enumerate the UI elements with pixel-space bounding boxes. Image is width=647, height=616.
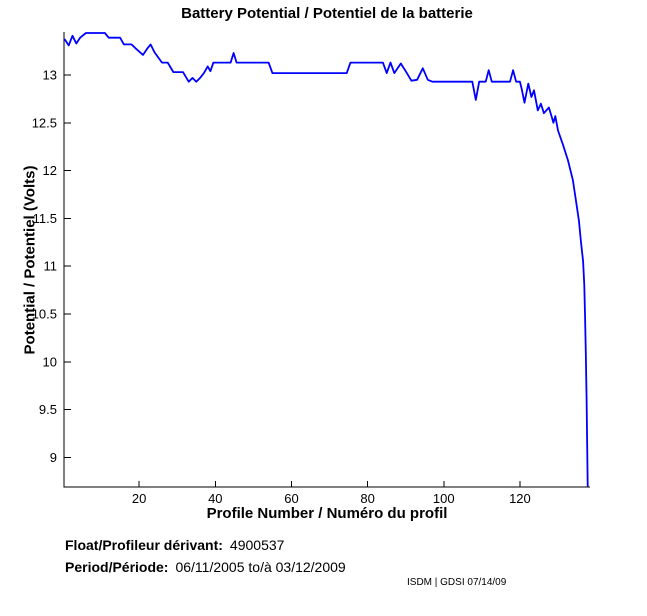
y-tick-label: 10.5 [32,306,57,321]
y-tick-label: 11 [44,259,58,274]
x-tick-label: 80 [360,491,374,506]
float-value: 4900537 [229,537,285,553]
period-value: 06/11/2005 to/à 03/12/2009 [175,559,346,575]
y-tick-label: 11.5 [33,211,57,226]
period-annotation: Period/Période: 06/11/2005 to/à 03/12/200… [65,559,346,575]
period-label: Period/Période: [65,559,169,575]
x-tick-label: 20 [132,491,146,506]
y-tick-label: 12.5 [32,115,57,130]
y-tick-label: 12 [43,163,57,178]
chart-title: Battery Potential / Potentiel de la batt… [181,5,473,22]
axis-lines [63,32,590,488]
y-tick-label: 9 [50,450,57,465]
y-tick-label: 13 [43,68,57,83]
x-axis-label: Profile Number / Numéro du profil [206,505,448,522]
float-label: Float/Profileur dérivant: [65,537,223,553]
x-tick-label: 60 [284,491,298,506]
x-tick-label: 40 [208,491,222,506]
y-tick-label: 9.5 [39,402,57,417]
y-tick-label: 10 [43,354,57,369]
credit-line: ISDM | GDSI 07/14/09 [407,577,507,588]
float-annotation: Float/Profileur dérivant: 4900537 [65,537,284,553]
x-tick-label: 120 [509,491,531,506]
x-tick-label: 100 [433,491,455,506]
battery-potential-line [64,32,589,487]
